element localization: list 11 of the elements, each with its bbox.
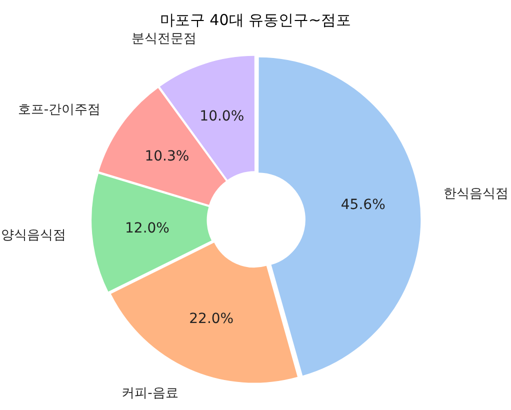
data-label: 22.0% (189, 310, 234, 327)
slice-label: 호프-간이주점 (18, 102, 101, 118)
slice-label: 한식음식점 (444, 186, 509, 202)
slice-label: 양식음식점 (1, 228, 66, 244)
data-label: 45.6% (340, 196, 386, 213)
slice-label: 분식전문점 (132, 32, 197, 47)
data-label: 10.3% (144, 148, 190, 165)
data-label: 10.0% (200, 108, 244, 124)
slice-label: 커피-음료 (122, 386, 178, 401)
chart-title: 마포구 40대 유동인구~점포 (160, 10, 352, 29)
data-label: 12.0% (124, 220, 170, 237)
